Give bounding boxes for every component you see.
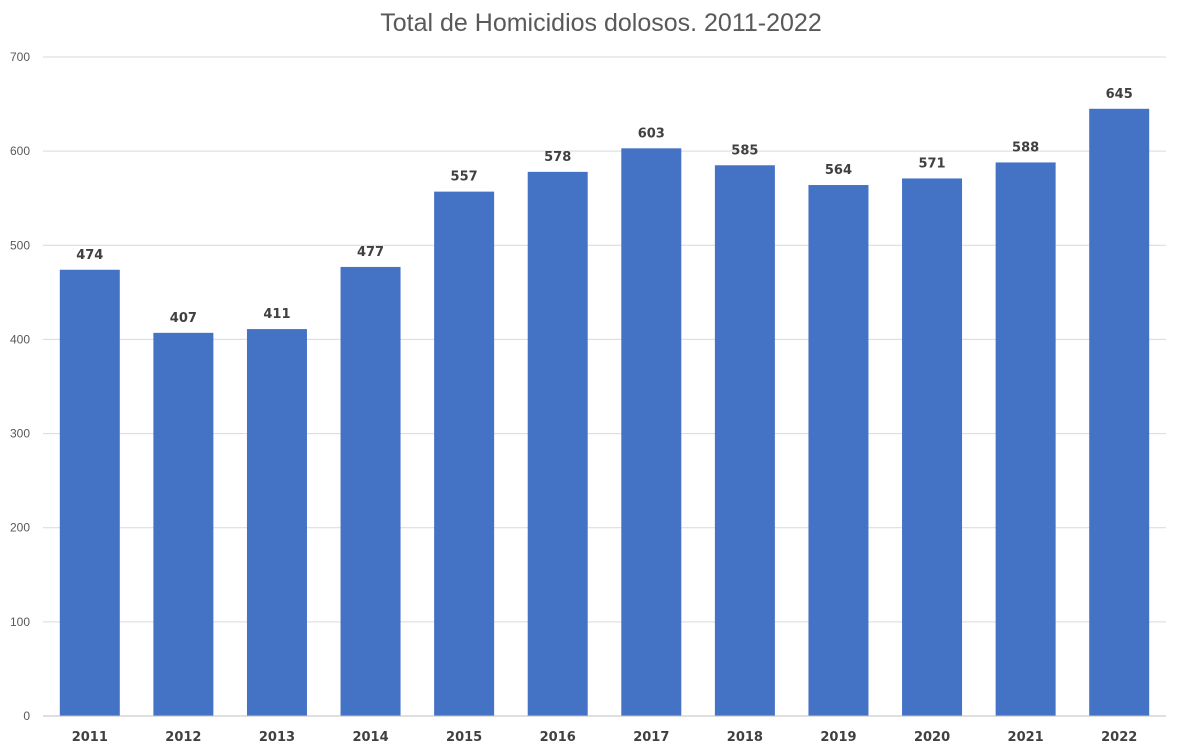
bar-2017 [621, 148, 682, 716]
bar-2016 [527, 171, 588, 717]
bar-2022 [1089, 108, 1150, 717]
chart-title: Total de Homicidios dolosos. 2011-2022 [380, 9, 821, 37]
bar-2011 [59, 269, 120, 716]
x-tick-label-2016: 2016 [540, 730, 576, 745]
data-label-2021: 588 [1012, 140, 1039, 155]
bar-2014 [340, 266, 401, 716]
bars [59, 108, 1150, 717]
x-tick-label-2019: 2019 [820, 730, 856, 745]
data-label-2015: 557 [451, 170, 478, 185]
data-label-2012: 407 [170, 311, 197, 326]
data-labels: 474 407 411 477 557 578 603 585 564 571 588 645 [76, 87, 1133, 326]
bar-2012 [153, 332, 214, 716]
y-tick-label: 500 [10, 238, 30, 252]
bar-2019 [808, 185, 869, 716]
data-label-2018: 585 [731, 143, 758, 158]
x-tick-label-2022: 2022 [1101, 730, 1137, 745]
data-label-2011: 474 [76, 248, 103, 263]
bar-2020 [902, 178, 963, 717]
x-tick-label-2020: 2020 [914, 730, 950, 745]
data-label-2016: 578 [544, 150, 571, 165]
bar-2015 [434, 191, 495, 717]
y-tick-label: 300 [10, 427, 30, 441]
data-label-2013: 411 [263, 307, 290, 322]
data-label-2014: 477 [357, 245, 384, 260]
bar-2013 [246, 329, 307, 716]
y-tick-label: 700 [10, 50, 30, 64]
x-tick-label-2012: 2012 [165, 730, 201, 745]
y-tick-label: 600 [10, 144, 30, 158]
x-tick-label-2018: 2018 [727, 730, 763, 745]
data-label-2022: 645 [1106, 87, 1133, 102]
y-tick-label: 200 [10, 521, 30, 535]
gridlines [43, 56, 1166, 623]
data-label-2019: 564 [825, 163, 852, 178]
data-label-2017: 603 [638, 126, 665, 141]
x-tick-label-2017: 2017 [633, 730, 669, 745]
y-tick-label: 400 [10, 332, 30, 346]
x-tick-label-2014: 2014 [352, 730, 388, 745]
x-tick-label-2013: 2013 [259, 730, 295, 745]
x-tick-label-2011: 2011 [72, 730, 108, 745]
y-tick-label: 0 [23, 709, 30, 723]
bar-2021 [995, 162, 1056, 716]
x-tick-label-2015: 2015 [446, 730, 482, 745]
bar-2018 [714, 165, 775, 716]
x-tick-label-2021: 2021 [1008, 730, 1044, 745]
data-label-2020: 571 [918, 156, 945, 171]
y-axis-ticks: 0 100 200 300 400 500 600 700 [10, 50, 30, 723]
x-axis-ticks: 2011 2012 2013 2014 2015 2016 2017 2018 2019 2020… [72, 730, 1138, 745]
y-tick-label: 100 [10, 615, 30, 629]
